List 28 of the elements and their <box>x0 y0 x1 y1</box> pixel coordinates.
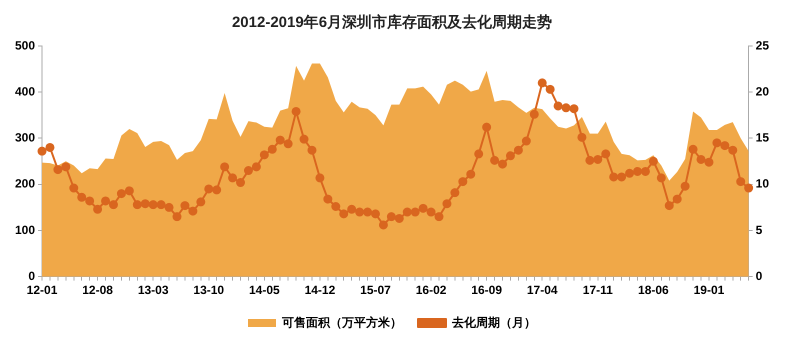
legend-label: 去化周期（月） <box>451 315 536 330</box>
y2-tick-label: 10 <box>756 176 770 191</box>
x-tick-label: 17-11 <box>582 283 614 298</box>
x-tick-label: 13-03 <box>138 283 169 298</box>
x-tick-label: 13-10 <box>193 283 224 298</box>
y-tick-label: 500 <box>14 38 36 52</box>
y2-tick-label: 25 <box>756 38 770 52</box>
legend-label: 可售面积（万平方米） <box>281 315 402 330</box>
x-tick-label: 18-06 <box>638 283 670 298</box>
y-tick-label: 400 <box>14 84 36 98</box>
y-tick-label: 100 <box>14 222 36 237</box>
x-tick-label: 19-01 <box>694 283 725 298</box>
y2-tick-label: 5 <box>756 222 763 237</box>
chart-title: 2012-2019年6月深圳市库存面积及去化周期走势 <box>232 13 552 32</box>
y2-tick-label: 20 <box>756 84 770 98</box>
y-tick-label: 200 <box>14 176 36 191</box>
x-tick-label: 15-07 <box>360 283 392 298</box>
x-tick-label: 14-12 <box>304 283 336 298</box>
y-tick-label: 300 <box>14 130 36 145</box>
x-tick-label: 16-09 <box>471 283 502 298</box>
x-tick-label: 12-08 <box>82 283 114 298</box>
y2-tick-label: 0 <box>756 268 763 283</box>
x-tick-label: 17-04 <box>526 283 558 298</box>
x-tick-label: 16-02 <box>416 283 447 298</box>
x-tick-label: 12-01 <box>26 283 58 298</box>
x-tick-label: 14-05 <box>248 283 280 298</box>
y2-tick-label: 15 <box>756 130 770 145</box>
y-tick-label: 0 <box>28 268 36 283</box>
